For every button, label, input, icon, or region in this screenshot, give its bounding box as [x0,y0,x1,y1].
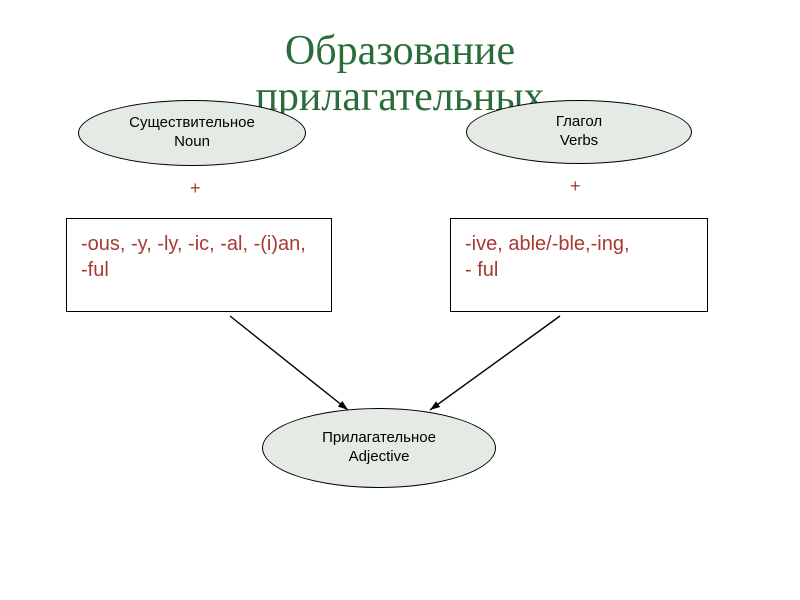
adjective-label-en: Adjective [349,448,410,467]
node-verb: Глагол Verbs [466,100,692,164]
node-adjective: Прилагательное Adjective [262,408,496,488]
plus-right: + [570,176,581,197]
plus-left: + [190,178,201,199]
noun-label-en: Noun [174,133,210,152]
title-line1: Образование [285,28,515,74]
suffixes-verb-box: -ive, able/-ble,-ing, - ful [450,218,708,312]
verb-label-ru: Глагол [556,113,602,132]
verb-label-en: Verbs [560,132,598,151]
suffixes-noun-text: -ous, -y, -ly, -ic, -al, -(i)an, -ful [81,233,306,281]
node-noun: Существительное Noun [78,100,306,166]
adjective-label-ru: Прилагательное [322,429,436,448]
suffixes-noun-box: -ous, -y, -ly, -ic, -al, -(i)an, -ful [66,218,332,312]
noun-label-ru: Существительное [129,114,255,133]
suffixes-verb-text: -ive, able/-ble,-ing, - ful [465,233,630,281]
